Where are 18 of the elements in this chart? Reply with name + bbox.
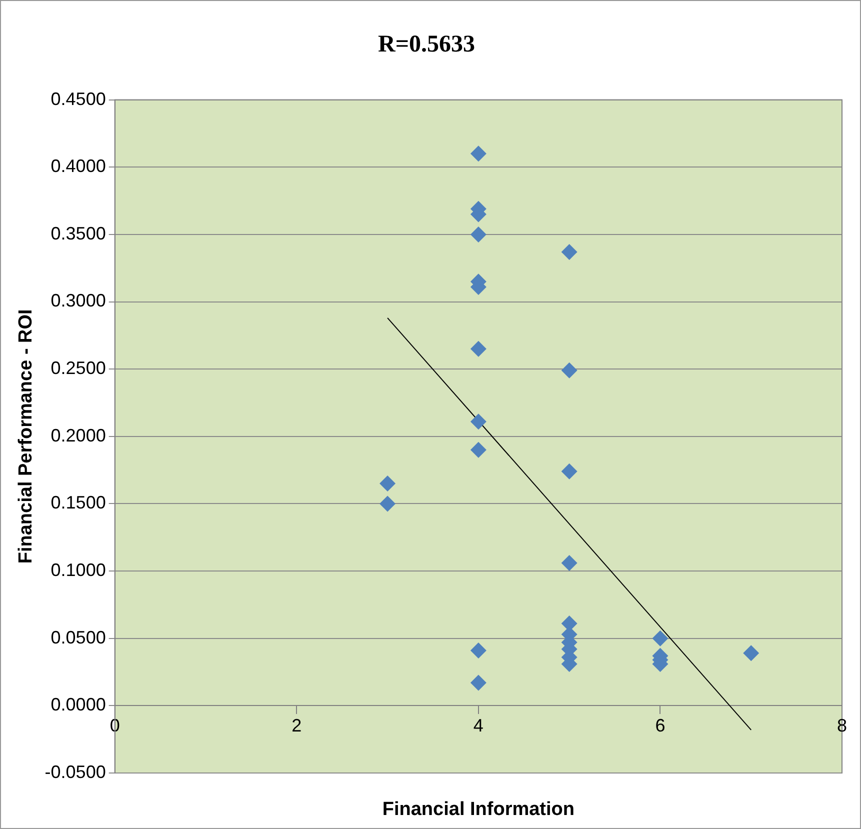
y-axis-title: Financial Performance - ROI [16,309,37,564]
x-tick-label: 4 [473,715,484,736]
x-tick-label: 8 [836,715,848,736]
x-tick-label: 6 [655,715,666,736]
chart-title: R=0.5633 [378,32,476,58]
y-tick-label: 0.1000 [50,560,106,580]
y-tick-label: 0.4000 [50,156,106,176]
x-tick-label: 2 [292,715,302,736]
y-tick-label: -0.0500 [44,762,106,782]
y-tick-label: 0.1500 [50,492,106,513]
y-tick-label: 0.3500 [50,223,106,244]
y-tick-label: 0.2000 [50,425,106,446]
y-tick-label: 0.2500 [50,358,106,378]
y-tick-label: 0.3000 [50,290,106,311]
y-tick-label: 0.0500 [50,627,106,648]
y-tick-label: 0.0000 [50,694,106,715]
y-tick-label: 0.4500 [50,88,106,109]
x-axis-title: Financial Information [382,799,574,820]
